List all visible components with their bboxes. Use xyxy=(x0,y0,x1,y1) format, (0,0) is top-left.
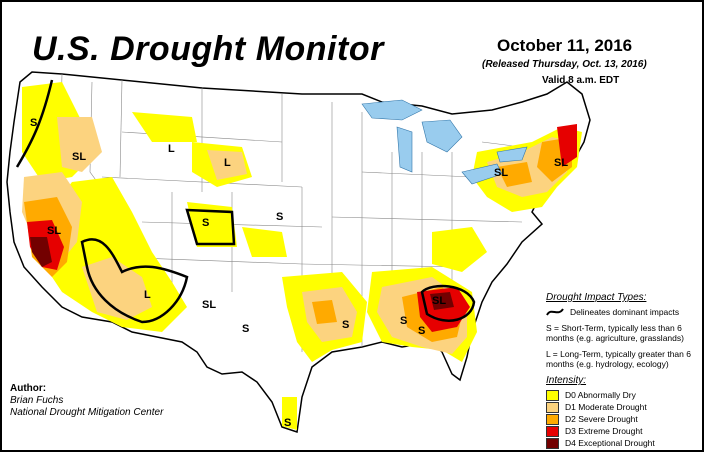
author-heading: Author: xyxy=(10,383,47,394)
intensity-d3-label: D3 Extreme Drought xyxy=(565,426,643,436)
map-label-north-dakota: L xyxy=(224,157,231,169)
map-label-montana: L xyxy=(168,143,175,155)
legend: Drought Impact Types: Delineates dominan… xyxy=(546,292,702,449)
map-label-new-england: SL xyxy=(554,157,568,169)
map-label-georgia-sl: SL xyxy=(432,295,446,307)
intensity-d1: D1 Moderate Drought xyxy=(546,401,702,413)
swatch-d1 xyxy=(546,401,559,413)
valid-time: Valid 8 a.m. EDT xyxy=(542,75,620,86)
author-block: Author: Brian Fuchs National Drought Mit… xyxy=(10,383,163,419)
map-label-nebraska: S xyxy=(276,211,283,223)
intensity-d2: D2 Severe Drought xyxy=(546,413,702,425)
map-label-south-texas: S xyxy=(284,417,291,429)
impact-lines xyxy=(15,79,476,324)
impact-types-header: Drought Impact Types: xyxy=(546,292,647,303)
great-lakes xyxy=(361,99,528,185)
map-label-new-mexico-sl: SL xyxy=(202,299,216,311)
legend-delineates: Delineates dominant impacts xyxy=(546,307,702,317)
legend-long-term: L = Long-Term, typically greater than 6 … xyxy=(546,349,702,369)
intensity-levels: D0 Abnormally Dry D1 Moderate Drought D2… xyxy=(546,389,702,449)
author-org: National Drought Mitigation Center xyxy=(10,407,164,418)
swatch-d0 xyxy=(546,389,559,401)
author-name: Brian Fuchs xyxy=(10,395,64,406)
swatch-d2 xyxy=(546,413,559,425)
impact-curve-icon xyxy=(546,308,564,316)
map-label-oregon: SL xyxy=(72,151,86,163)
release-date: (Released Thursday, Oct. 13, 2016) xyxy=(482,59,647,70)
intensity-d2-label: D2 Severe Drought xyxy=(565,414,638,424)
intensity-header: Intensity: xyxy=(546,375,587,386)
map-label-new-mexico-s: S xyxy=(242,323,249,335)
page-title: U.S. Drought Monitor xyxy=(32,30,384,68)
legend-short-term: S = Short-Term, typically less than 6 mo… xyxy=(546,323,702,343)
map-label-pnw: S xyxy=(30,117,37,129)
swatch-d4 xyxy=(546,437,559,449)
map-label-alabama: S xyxy=(400,315,407,327)
intensity-d4-label: D4 Exceptional Drought xyxy=(565,438,655,448)
map-label-arizona: L xyxy=(144,289,151,301)
intensity-d0: D0 Abnormally Dry xyxy=(546,389,702,401)
map-label-california: SL xyxy=(47,225,61,237)
map-date: October 11, 2016 xyxy=(497,36,633,55)
map-label-colorado: S xyxy=(202,217,209,229)
short-term-text: S = Short-Term, typically less than 6 mo… xyxy=(546,323,684,343)
d4-areas xyxy=(30,237,454,310)
intensity-d4: D4 Exceptional Drought xyxy=(546,437,702,449)
long-term-text: L = Long-Term, typically greater than 6 … xyxy=(546,349,691,369)
intensity-d0-label: D0 Abnormally Dry xyxy=(565,390,636,400)
swatch-d3 xyxy=(546,425,559,437)
intensity-d1-label: D1 Moderate Drought xyxy=(565,402,647,412)
map-label-georgia-s: S xyxy=(418,325,425,337)
map-label-new-york: SL xyxy=(494,167,508,179)
intensity-d3: D3 Extreme Drought xyxy=(546,425,702,437)
delineates-text: Delineates dominant impacts xyxy=(570,307,680,317)
map-label-texas: S xyxy=(342,319,349,331)
